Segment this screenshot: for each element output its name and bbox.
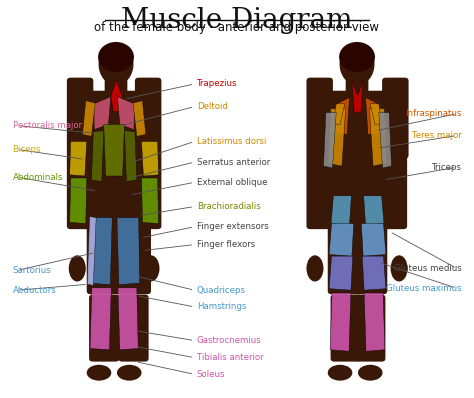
Text: Tibialis anterior: Tibialis anterior — [197, 353, 264, 362]
Ellipse shape — [391, 256, 408, 281]
FancyBboxPatch shape — [89, 295, 119, 362]
Polygon shape — [91, 131, 104, 181]
Polygon shape — [117, 218, 140, 285]
Ellipse shape — [98, 42, 134, 72]
Ellipse shape — [117, 365, 142, 380]
Polygon shape — [118, 97, 135, 130]
Polygon shape — [329, 256, 353, 290]
Text: Brachioradialis: Brachioradialis — [197, 202, 261, 211]
Text: Finger flexors: Finger flexors — [197, 240, 255, 249]
FancyBboxPatch shape — [353, 209, 387, 294]
FancyBboxPatch shape — [328, 209, 362, 294]
Polygon shape — [331, 196, 351, 225]
Ellipse shape — [328, 365, 352, 380]
Polygon shape — [111, 80, 122, 112]
Polygon shape — [365, 98, 382, 135]
Text: Abdominals: Abdominals — [12, 173, 63, 181]
Text: Deltoid: Deltoid — [197, 102, 228, 111]
Polygon shape — [370, 104, 382, 125]
FancyBboxPatch shape — [117, 209, 151, 294]
Polygon shape — [328, 109, 346, 166]
FancyBboxPatch shape — [85, 174, 144, 218]
Polygon shape — [361, 224, 386, 256]
Polygon shape — [379, 113, 392, 168]
Polygon shape — [142, 142, 158, 176]
Polygon shape — [70, 142, 87, 176]
Text: Sartorius: Sartorius — [12, 266, 51, 275]
Polygon shape — [333, 98, 349, 135]
FancyBboxPatch shape — [135, 78, 161, 158]
FancyBboxPatch shape — [355, 295, 385, 362]
FancyBboxPatch shape — [328, 91, 387, 180]
FancyBboxPatch shape — [118, 295, 149, 362]
Ellipse shape — [69, 256, 86, 281]
Polygon shape — [70, 178, 87, 224]
Ellipse shape — [358, 365, 383, 380]
Text: Trapezius: Trapezius — [197, 80, 237, 88]
Text: Finger extensors: Finger extensors — [197, 222, 269, 231]
Polygon shape — [87, 217, 96, 285]
Polygon shape — [125, 131, 137, 181]
FancyBboxPatch shape — [105, 74, 128, 100]
FancyBboxPatch shape — [346, 74, 368, 100]
Polygon shape — [104, 125, 125, 176]
Polygon shape — [89, 218, 112, 285]
Text: of the female body - anterior and posterior view: of the female body - anterior and poster… — [94, 21, 380, 34]
Polygon shape — [82, 101, 95, 137]
FancyBboxPatch shape — [67, 78, 93, 158]
Text: Gluteus medius: Gluteus medius — [394, 264, 462, 273]
FancyBboxPatch shape — [382, 78, 409, 158]
Polygon shape — [352, 80, 363, 113]
FancyBboxPatch shape — [307, 78, 333, 158]
Text: Pectoralis major: Pectoralis major — [12, 121, 82, 130]
Ellipse shape — [143, 256, 159, 281]
Text: Gastrocnemius: Gastrocnemius — [197, 336, 262, 345]
Ellipse shape — [99, 43, 134, 85]
Polygon shape — [90, 288, 111, 350]
Ellipse shape — [87, 365, 111, 380]
Text: Biceps: Biceps — [12, 145, 41, 154]
Text: Latissimus dorsi: Latissimus dorsi — [197, 137, 266, 146]
FancyBboxPatch shape — [383, 154, 407, 229]
Text: Gluteus maximus: Gluteus maximus — [386, 284, 462, 293]
Polygon shape — [364, 196, 384, 225]
Polygon shape — [329, 224, 354, 256]
Text: Soleus: Soleus — [197, 370, 225, 379]
FancyBboxPatch shape — [330, 295, 361, 362]
Polygon shape — [133, 101, 146, 137]
FancyBboxPatch shape — [67, 154, 91, 229]
Text: Muscle Diagram: Muscle Diagram — [121, 7, 353, 34]
Polygon shape — [369, 109, 387, 166]
Text: Teres major: Teres major — [412, 131, 462, 140]
Ellipse shape — [339, 43, 374, 85]
Polygon shape — [362, 256, 386, 290]
Text: External oblique: External oblique — [197, 178, 267, 187]
FancyBboxPatch shape — [307, 154, 330, 229]
Text: Serratus anterior: Serratus anterior — [197, 158, 270, 167]
Polygon shape — [142, 178, 158, 224]
Text: Abductors: Abductors — [12, 286, 56, 295]
Polygon shape — [333, 104, 345, 125]
Text: Quadriceps: Quadriceps — [197, 286, 246, 295]
FancyBboxPatch shape — [138, 154, 161, 229]
Polygon shape — [118, 288, 138, 350]
Polygon shape — [94, 97, 111, 130]
Polygon shape — [364, 293, 385, 351]
FancyBboxPatch shape — [87, 209, 121, 294]
Text: Infraspinatus: Infraspinatus — [405, 109, 462, 118]
Text: Hamstrings: Hamstrings — [197, 302, 246, 311]
Ellipse shape — [339, 42, 375, 72]
Text: Triceps: Triceps — [431, 163, 462, 172]
Ellipse shape — [307, 256, 323, 281]
FancyBboxPatch shape — [87, 91, 142, 180]
FancyBboxPatch shape — [326, 174, 389, 218]
Polygon shape — [330, 293, 351, 351]
Polygon shape — [323, 113, 336, 168]
